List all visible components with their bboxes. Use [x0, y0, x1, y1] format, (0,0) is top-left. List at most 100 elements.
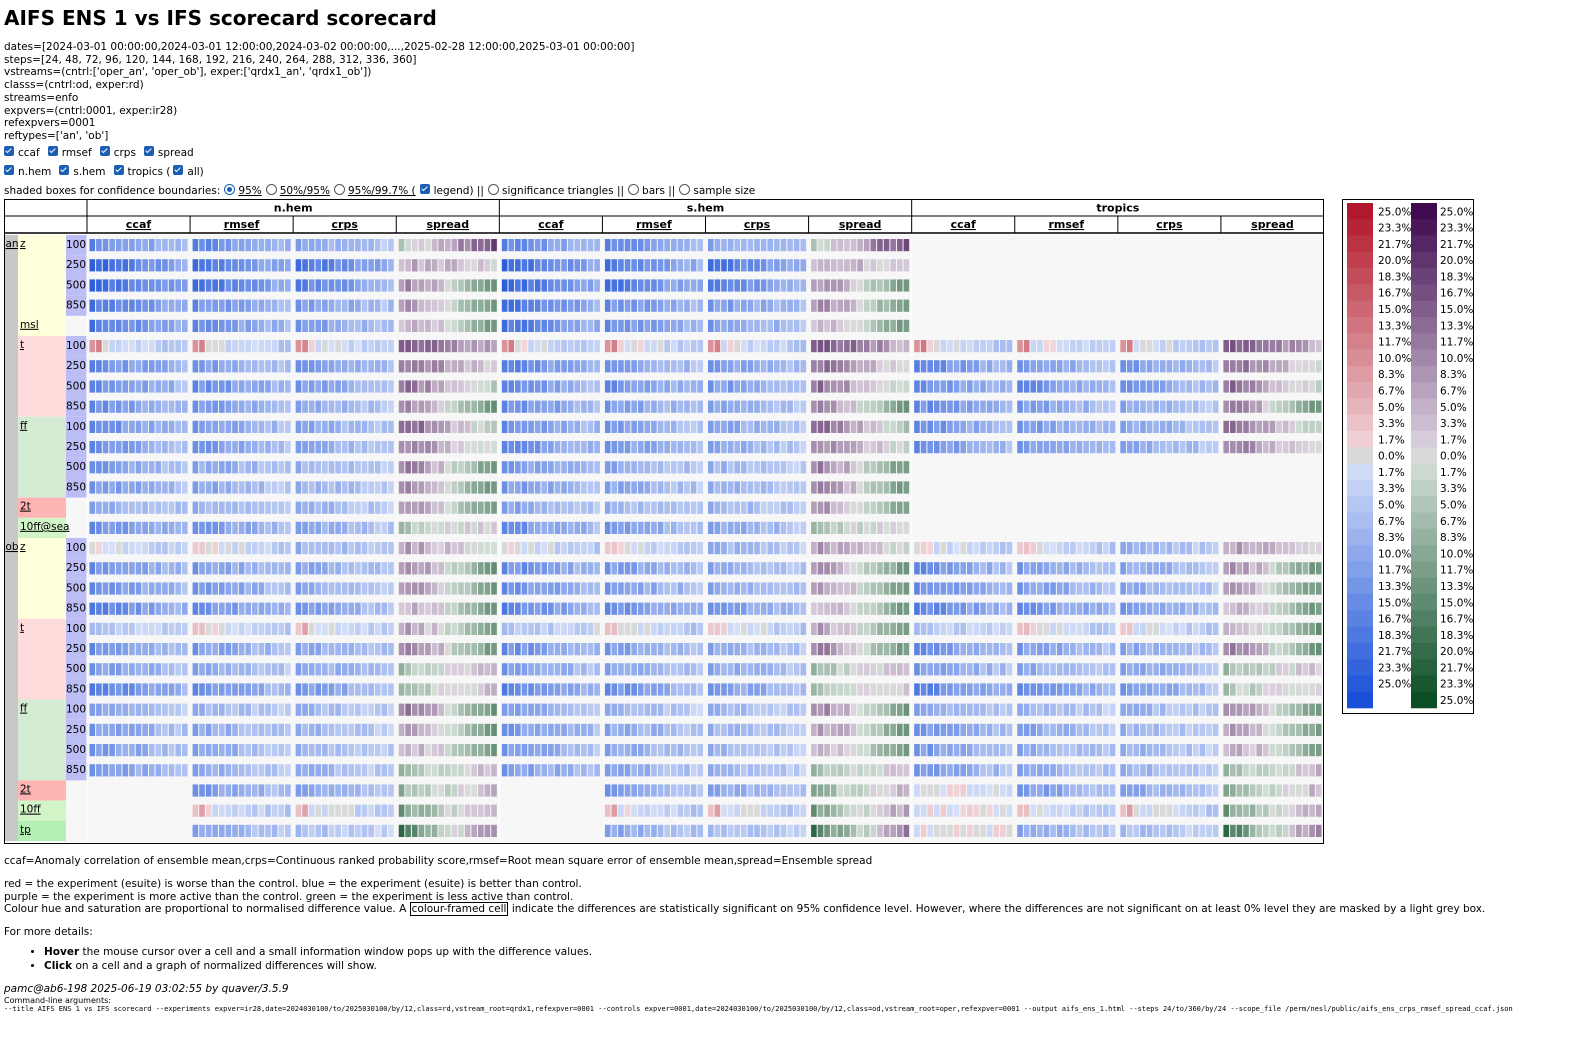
score-cell[interactable] [697, 622, 703, 635]
score-cell[interactable] [741, 461, 747, 474]
score-cell[interactable] [438, 239, 444, 252]
score-cell[interactable] [967, 723, 973, 736]
score-cell[interactable] [1037, 643, 1043, 656]
score-cell[interactable] [109, 299, 115, 312]
score-cell[interactable] [844, 239, 850, 252]
score-cell[interactable] [1043, 703, 1050, 716]
score-cell[interactable] [677, 542, 684, 555]
score-cell[interactable] [774, 562, 780, 575]
score-cell[interactable] [1315, 744, 1322, 757]
score-cell[interactable] [1159, 764, 1166, 777]
score-cell[interactable] [381, 582, 388, 595]
score-cell[interactable] [1296, 400, 1302, 413]
score-cell[interactable] [780, 683, 787, 696]
score-cell[interactable] [1166, 542, 1173, 555]
score-cell[interactable] [1276, 340, 1282, 353]
score-cell[interactable] [800, 683, 807, 696]
score-cell[interactable] [1133, 441, 1140, 454]
score-cell[interactable] [411, 643, 418, 656]
score-cell[interactable] [604, 622, 611, 635]
score-cell[interactable] [624, 622, 631, 635]
score-cell[interactable] [451, 804, 458, 817]
score-cell[interactable] [863, 319, 870, 332]
score-cell[interactable] [690, 360, 697, 373]
score-cell[interactable] [1037, 400, 1043, 413]
score-cell[interactable] [368, 380, 374, 393]
score-cell[interactable] [541, 501, 548, 514]
score-cell[interactable] [258, 582, 265, 595]
score-cell[interactable] [824, 602, 830, 615]
score-cell[interactable] [478, 521, 484, 534]
score-cell[interactable] [863, 683, 870, 696]
score-cell[interactable] [162, 663, 168, 676]
score-cell[interactable] [265, 481, 271, 494]
score-cell[interactable] [890, 663, 896, 676]
score-cell[interactable] [1023, 784, 1030, 797]
score-cell[interactable] [624, 723, 631, 736]
score-cell[interactable] [528, 461, 534, 474]
score-cell[interactable] [238, 703, 245, 716]
score-cell[interactable] [1063, 683, 1070, 696]
score-cell[interactable] [1030, 703, 1037, 716]
score-cell[interactable] [458, 542, 464, 555]
score-cell[interactable] [896, 299, 903, 312]
score-cell[interactable] [637, 360, 644, 373]
score-cell[interactable] [1126, 622, 1133, 635]
score-cell[interactable] [1236, 380, 1243, 393]
score-cell[interactable] [89, 239, 96, 252]
score-cell[interactable] [199, 461, 205, 474]
score-cell[interactable] [747, 784, 754, 797]
score-cell[interactable] [515, 683, 521, 696]
score-cell[interactable] [388, 703, 394, 716]
score-cell[interactable] [335, 764, 341, 777]
score-cell[interactable] [181, 582, 188, 595]
score-cell[interactable] [611, 602, 618, 615]
score-cell[interactable] [1043, 360, 1050, 373]
score-cell[interactable] [109, 723, 115, 736]
score-cell[interactable] [1140, 340, 1146, 353]
score-cell[interactable] [199, 420, 205, 433]
score-cell[interactable] [219, 461, 225, 474]
score-cell[interactable] [611, 723, 618, 736]
score-cell[interactable] [587, 501, 594, 514]
score-cell[interactable] [285, 259, 291, 272]
score-cell[interactable] [574, 239, 581, 252]
score-cell[interactable] [611, 319, 618, 332]
score-cell[interactable] [548, 663, 554, 676]
score-cell[interactable] [817, 501, 824, 514]
score-cell[interactable] [940, 360, 947, 373]
score-cell[interactable] [471, 340, 478, 353]
score-cell[interactable] [863, 602, 870, 615]
score-cell[interactable] [1223, 663, 1230, 676]
score-cell[interactable] [1206, 400, 1212, 413]
score-cell[interactable] [1133, 562, 1140, 575]
radio-label-sample-size[interactable]: sample size [693, 185, 756, 197]
score-cell[interactable] [587, 542, 594, 555]
score-cell[interactable] [285, 299, 291, 312]
score-cell[interactable] [478, 764, 484, 777]
score-cell[interactable] [252, 784, 258, 797]
score-cell[interactable] [927, 824, 933, 837]
score-cell[interactable] [418, 643, 425, 656]
score-cell[interactable] [405, 622, 411, 635]
score-cell[interactable] [587, 602, 594, 615]
score-cell[interactable] [767, 299, 774, 312]
score-cell[interactable] [1276, 764, 1282, 777]
score-cell[interactable] [1140, 663, 1146, 676]
score-cell[interactable] [581, 340, 587, 353]
score-cell[interactable] [980, 683, 986, 696]
score-cell[interactable] [1192, 602, 1199, 615]
score-cell[interactable] [714, 643, 721, 656]
score-cell[interactable] [181, 764, 188, 777]
score-cell[interactable] [115, 622, 122, 635]
score-cell[interactable] [295, 239, 302, 252]
score-cell[interactable] [708, 562, 714, 575]
score-cell[interactable] [438, 319, 444, 332]
score-cell[interactable] [1173, 602, 1179, 615]
score-cell[interactable] [181, 319, 188, 332]
score-cell[interactable] [225, 360, 232, 373]
score-cell[interactable] [760, 703, 767, 716]
score-cell[interactable] [890, 683, 896, 696]
score-cell[interactable] [708, 521, 714, 534]
score-cell[interactable] [398, 804, 405, 817]
